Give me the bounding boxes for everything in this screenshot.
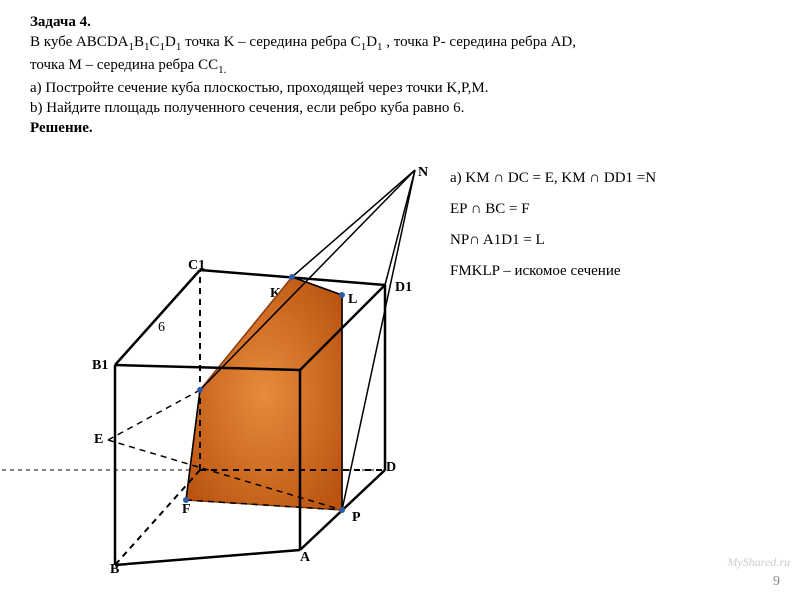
cube-figure (0, 150, 500, 600)
dot-P (339, 507, 345, 513)
line-EM (108, 390, 200, 440)
edge-B1C1 (115, 270, 200, 365)
dot-L (339, 292, 345, 298)
problem-text: Задача 4. В кубе ABCDA1B1C1D1 точка K – … (30, 12, 770, 139)
edge-BA (115, 550, 300, 565)
line-D1N (385, 170, 415, 285)
section-polygon (186, 277, 342, 510)
solution-label: Решение. (30, 120, 93, 136)
problem-title: Задача 4. (30, 14, 91, 30)
line-PN (342, 170, 415, 510)
line-KN (292, 170, 415, 277)
watermark: MyShared.ru (727, 555, 790, 570)
dot-M (197, 387, 203, 393)
dot-K (289, 274, 295, 280)
page-number: 9 (773, 574, 780, 590)
dot-F (183, 497, 189, 503)
